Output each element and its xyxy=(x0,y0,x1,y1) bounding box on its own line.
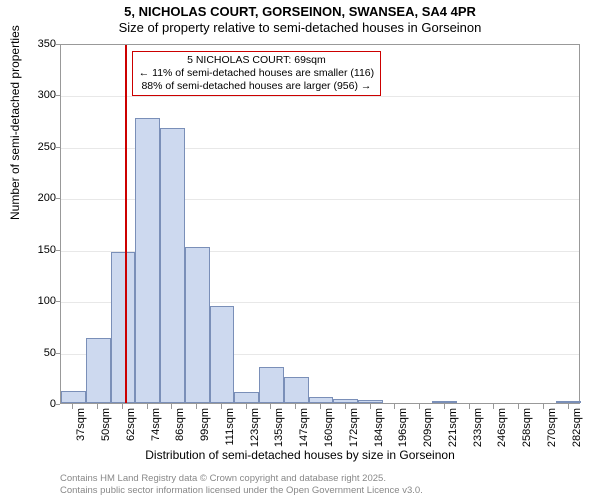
x-tick-mark xyxy=(568,404,569,409)
x-tick-mark xyxy=(295,404,296,409)
histogram-bar xyxy=(160,128,185,403)
x-tick-mark xyxy=(246,404,247,409)
x-tick-mark xyxy=(518,404,519,409)
x-tick-mark xyxy=(270,404,271,409)
histogram-bar xyxy=(185,247,210,403)
histogram-bar xyxy=(86,338,111,403)
x-tick-mark xyxy=(419,404,420,409)
y-tick-label: 150 xyxy=(26,244,56,256)
chart-title: 5, NICHOLAS COURT, GORSEINON, SWANSEA, S… xyxy=(0,4,600,19)
x-tick-mark xyxy=(72,404,73,409)
y-tick-label: 300 xyxy=(26,89,56,101)
histogram-bar xyxy=(135,118,160,403)
grid-line xyxy=(61,96,579,97)
y-tick-label: 50 xyxy=(26,347,56,359)
x-tick-mark xyxy=(469,404,470,409)
histogram-bar xyxy=(358,400,383,403)
x-tick-mark xyxy=(493,404,494,409)
histogram-bar xyxy=(210,306,235,403)
histogram-bar xyxy=(284,377,309,403)
histogram-bar xyxy=(309,397,334,403)
histogram-bar xyxy=(61,391,86,403)
histogram-bar xyxy=(111,252,136,403)
plot-area: 5 NICHOLAS COURT: 69sqm ← 11% of semi-de… xyxy=(60,44,580,404)
x-tick-mark xyxy=(444,404,445,409)
annotation-box: 5 NICHOLAS COURT: 69sqm ← 11% of semi-de… xyxy=(132,51,381,96)
chart-container: 5, NICHOLAS COURT, GORSEINON, SWANSEA, S… xyxy=(0,0,600,500)
y-axis-label: Number of semi-detached properties xyxy=(8,25,22,220)
x-tick-mark xyxy=(345,404,346,409)
chart-subtitle: Size of property relative to semi-detach… xyxy=(0,20,600,35)
y-tick-label: 100 xyxy=(26,295,56,307)
x-axis-label: Distribution of semi-detached houses by … xyxy=(0,448,600,462)
annotation-line-2: ← 11% of semi-detached houses are smalle… xyxy=(139,67,374,80)
y-tick-label: 200 xyxy=(26,192,56,204)
x-tick-mark xyxy=(543,404,544,409)
y-tick-mark xyxy=(55,404,60,405)
x-tick-mark xyxy=(221,404,222,409)
x-tick-mark xyxy=(147,404,148,409)
credits-line-1: Contains HM Land Registry data © Crown c… xyxy=(60,473,423,484)
histogram-bar xyxy=(259,367,284,403)
histogram-bar xyxy=(556,401,581,403)
histogram-bar xyxy=(234,392,259,403)
x-tick-mark xyxy=(122,404,123,409)
marker-line xyxy=(125,45,127,403)
histogram-bar xyxy=(333,399,358,403)
credits: Contains HM Land Registry data © Crown c… xyxy=(60,473,423,496)
annotation-line-3: 88% of semi-detached houses are larger (… xyxy=(139,80,374,93)
x-tick-mark xyxy=(320,404,321,409)
credits-line-2: Contains public sector information licen… xyxy=(60,485,423,496)
x-tick-mark xyxy=(370,404,371,409)
x-tick-mark xyxy=(196,404,197,409)
y-tick-label: 350 xyxy=(26,38,56,50)
y-tick-label: 0 xyxy=(26,398,56,410)
x-tick-mark xyxy=(171,404,172,409)
histogram-bar xyxy=(432,401,457,403)
x-tick-mark xyxy=(97,404,98,409)
y-tick-label: 250 xyxy=(26,141,56,153)
x-tick-mark xyxy=(394,404,395,409)
annotation-line-1: 5 NICHOLAS COURT: 69sqm xyxy=(139,54,374,67)
